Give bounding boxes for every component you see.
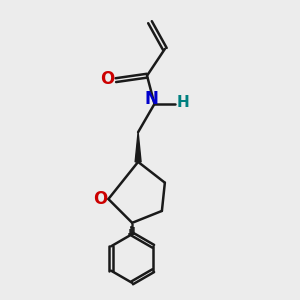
Text: O: O bbox=[100, 70, 115, 88]
Text: N: N bbox=[145, 91, 158, 109]
Polygon shape bbox=[135, 132, 141, 162]
Text: O: O bbox=[93, 190, 107, 208]
Text: H: H bbox=[176, 95, 189, 110]
